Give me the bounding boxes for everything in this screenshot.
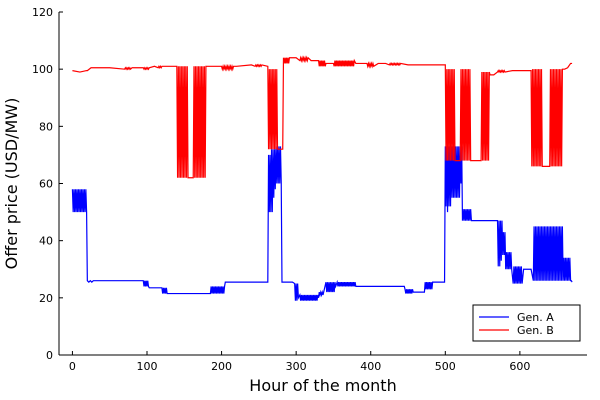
x-tick-label: 200 — [211, 360, 232, 373]
y-tick-label: 120 — [32, 6, 53, 19]
series-line-gen-b — [72, 55, 573, 179]
y-tick-label: 0 — [46, 349, 53, 362]
x-tick-label: 300 — [286, 360, 307, 373]
x-tick-label: 400 — [360, 360, 381, 373]
y-ticks: 0 20 40 60 80 100 120 — [32, 6, 63, 362]
y-tick-label: 100 — [32, 63, 53, 76]
legend-label: Gen. B — [517, 324, 554, 337]
y-tick-label: 60 — [39, 178, 53, 191]
x-tick-label: 600 — [509, 360, 530, 373]
legend-box — [472, 304, 581, 342]
plot-lines — [71, 55, 573, 301]
y-tick-label: 20 — [39, 292, 53, 305]
x-tick-label: 500 — [435, 360, 456, 373]
x-axis-title: Hour of the month — [249, 376, 396, 395]
x-ticks: 0 100 200 300 400 500 600 — [69, 351, 530, 373]
x-tick-label: 0 — [69, 360, 76, 373]
legend-label: Gen. A — [517, 311, 554, 324]
series-line-gen-a — [71, 146, 573, 301]
y-axis-title: Offer price (USD/MW) — [2, 98, 21, 270]
x-tick-label: 100 — [137, 360, 158, 373]
y-tick-label: 80 — [39, 120, 53, 133]
y-tick-label: 40 — [39, 235, 53, 248]
